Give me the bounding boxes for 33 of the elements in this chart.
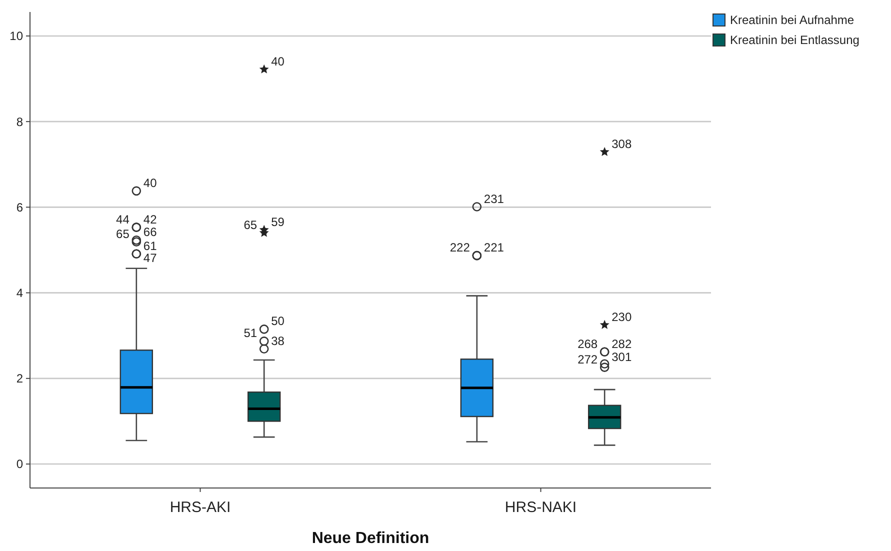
annotation: 44	[116, 212, 130, 226]
annotation: 38	[271, 334, 285, 348]
annotation: 222	[450, 240, 470, 255]
annotation: 272	[578, 352, 598, 366]
annotation: 230	[612, 310, 632, 324]
annotation: 65	[116, 226, 130, 241]
annotation: 66	[143, 225, 158, 240]
annotation: 282	[612, 336, 632, 351]
y-tick-label: 10	[10, 29, 24, 44]
annotation: 301	[612, 350, 632, 364]
x-axis-title: Neue Definition	[312, 530, 430, 547]
annotation: 51	[244, 326, 258, 340]
y-tick-label: 0	[16, 457, 24, 472]
annotation: 40	[271, 54, 285, 68]
legend-label: Kreatinin bei Aufnahme	[730, 13, 854, 28]
annotation: 47	[143, 250, 158, 265]
annotation: 59	[271, 214, 285, 229]
annotation: 61	[143, 238, 158, 253]
x-tick-label: HRS-NAKI	[504, 499, 577, 516]
legend-label: Kreatinin bei Entlassung	[730, 33, 860, 48]
y-tick-label: 4	[16, 286, 24, 300]
y-tick-label: 2	[16, 372, 24, 386]
annotation: 221	[484, 240, 504, 255]
x-tick-label: HRS-AKI	[170, 499, 231, 516]
annotation: 65	[244, 218, 258, 232]
annotation: 40	[143, 176, 158, 190]
annotation: 308	[612, 136, 632, 151]
annotation: 50	[271, 314, 285, 328]
y-tick-label: 8	[16, 114, 24, 129]
annotation: 42	[143, 212, 158, 226]
annotation: 268	[578, 336, 598, 351]
y-tick-label: 6	[16, 200, 24, 214]
annotation: 231	[484, 192, 504, 206]
